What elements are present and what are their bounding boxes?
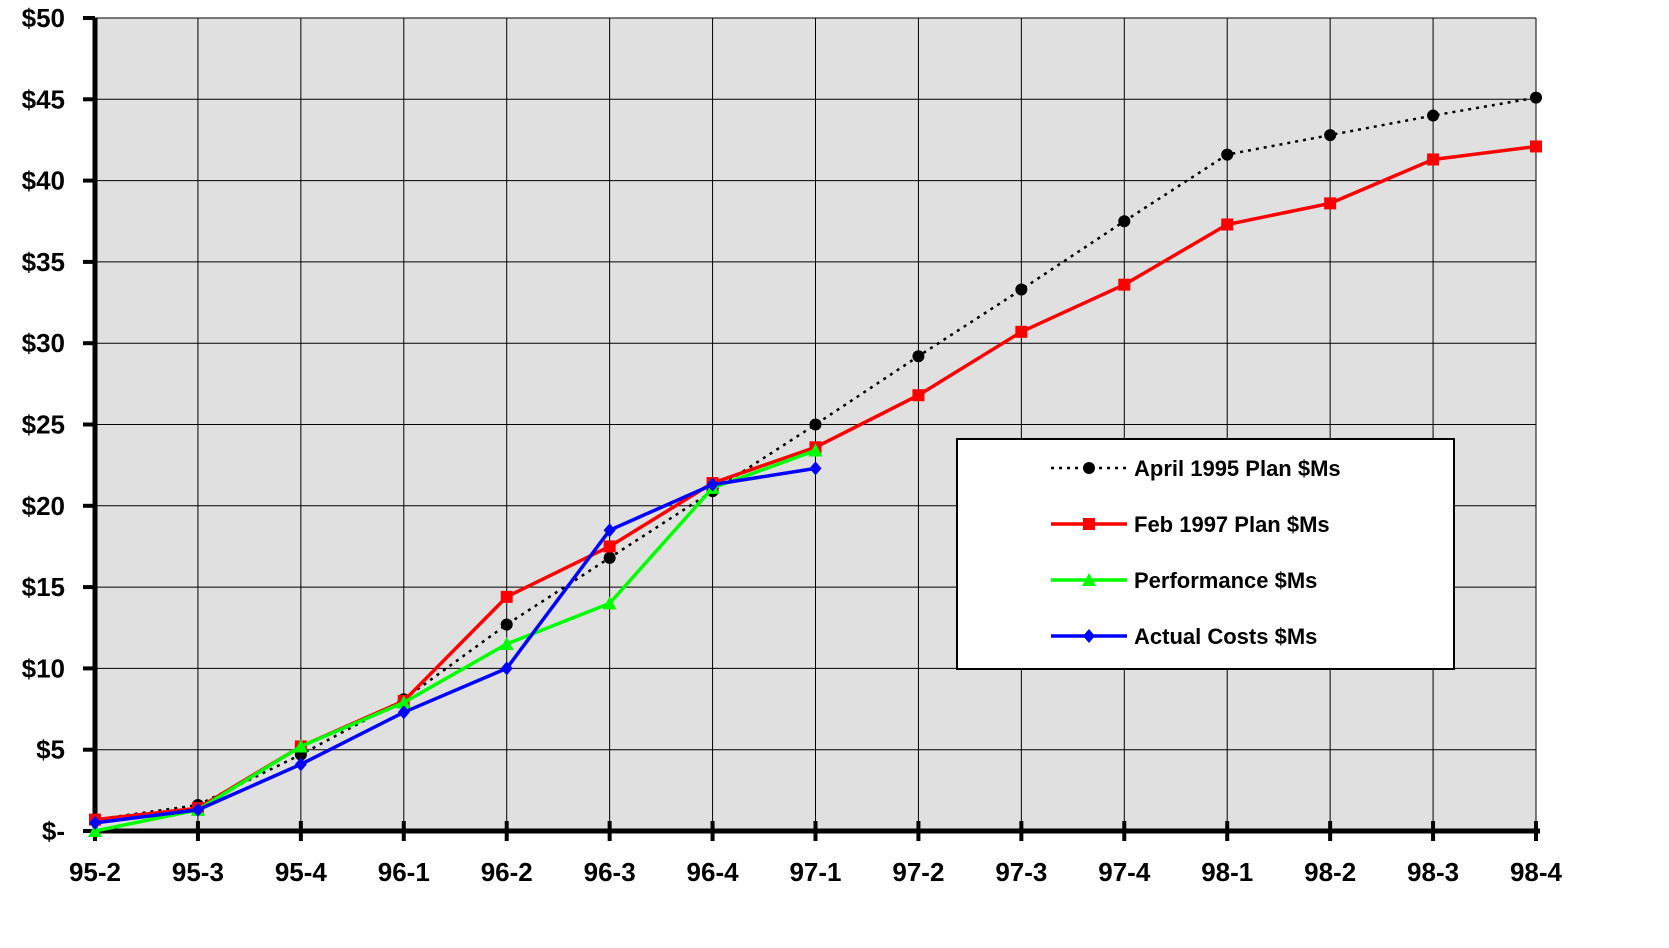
data-point	[191, 802, 204, 817]
y-tick-label: $10	[22, 653, 65, 683]
data-point	[603, 523, 616, 538]
data-point	[1221, 218, 1234, 231]
legend-marker	[1083, 629, 1095, 643]
data-point	[1530, 91, 1542, 104]
legend-marker	[1082, 573, 1096, 586]
y-tick-label: $45	[22, 84, 65, 114]
x-tick-label: 97-3	[995, 857, 1047, 887]
axes	[83, 16, 1540, 841]
data-point	[396, 695, 411, 709]
x-tick-label: 95-2	[69, 857, 121, 887]
x-tick-label: 97-4	[1098, 857, 1151, 887]
data-point	[603, 551, 616, 564]
legend-box	[956, 438, 1455, 670]
legend-entry: Performance $Ms	[1051, 568, 1317, 593]
x-tick-label: 96-2	[481, 857, 533, 887]
legend-label: April 1995 Plan $Ms	[1134, 456, 1341, 481]
data-point	[500, 590, 513, 603]
series-line	[94, 448, 817, 833]
y-tick-label: $50	[22, 3, 65, 33]
legend-entry: April 1995 Plan $Ms	[1051, 456, 1341, 481]
y-tick-label: $5	[36, 735, 65, 765]
x-tick-label: 97-1	[789, 857, 841, 887]
data-point	[1324, 197, 1337, 210]
legend-marker	[1083, 462, 1095, 474]
y-tick-labels: $- $5 $10 $15 $20 $25 $30 $35 $40 $45 $50	[22, 3, 65, 846]
data-point	[1530, 140, 1542, 153]
data-point	[603, 540, 616, 553]
series-4	[89, 461, 822, 830]
x-tick-label: 95-4	[275, 857, 328, 887]
legend-marker	[1083, 518, 1095, 530]
series-line	[94, 96, 1537, 821]
data-point	[499, 637, 514, 651]
data-point	[1118, 278, 1131, 291]
data-point	[809, 461, 822, 476]
x-tick-label: 96-3	[584, 857, 636, 887]
series-line	[94, 466, 816, 825]
y-tick-label: $30	[22, 328, 65, 358]
data-point	[293, 739, 308, 753]
grid-lines	[95, 17, 1537, 831]
data-point	[294, 757, 307, 772]
data-point	[809, 418, 822, 431]
legend-label: Performance $Ms	[1134, 568, 1317, 593]
data-point	[1427, 153, 1440, 166]
y-tick-label: $15	[22, 572, 65, 602]
data-point	[706, 477, 719, 492]
x-tick-labels: 95-2 95-3 95-4 96-1 96-2 96-3 96-4 97-1 97-2 97-3…	[69, 857, 1563, 887]
legend-label: Actual Costs $Ms	[1134, 624, 1317, 649]
x-tick-label: 96-4	[687, 857, 740, 887]
x-tick-label: 98-3	[1407, 857, 1459, 887]
y-tick-label: $35	[22, 247, 65, 277]
data-point	[1427, 109, 1440, 122]
y-tick-label: $-	[42, 816, 65, 846]
x-tick-label: 98-4	[1510, 857, 1563, 887]
legend: April 1995 Plan $Ms Feb 1997 Plan $Ms Perf…	[956, 438, 1455, 670]
y-tick-label: $25	[22, 410, 65, 440]
data-point	[89, 815, 101, 830]
data-point	[602, 596, 617, 610]
legend-entry: Feb 1997 Plan $Ms	[1051, 512, 1330, 537]
data-point	[500, 618, 513, 631]
y-tick-label: $20	[22, 491, 65, 521]
data-point	[500, 661, 513, 676]
data-point	[1221, 148, 1234, 161]
x-tick-label: 96-1	[378, 857, 430, 887]
data-point	[912, 350, 925, 363]
legend-entry: Actual Costs $Ms	[1051, 624, 1317, 649]
data-point	[397, 705, 410, 720]
x-tick-label: 98-1	[1201, 857, 1253, 887]
data-point	[808, 443, 823, 457]
x-tick-label: 98-2	[1304, 857, 1356, 887]
x-tick-label: 95-3	[172, 857, 224, 887]
data-point	[1015, 283, 1028, 296]
data-point	[88, 824, 102, 837]
data-point	[1015, 325, 1028, 338]
data-point	[1324, 129, 1337, 142]
legend-label: Feb 1997 Plan $Ms	[1134, 512, 1330, 537]
y-tick-label: $40	[22, 166, 65, 196]
x-tick-label: 97-2	[892, 857, 944, 887]
data-point	[912, 389, 925, 402]
series-layer	[88, 91, 1542, 837]
data-point	[1118, 215, 1131, 228]
